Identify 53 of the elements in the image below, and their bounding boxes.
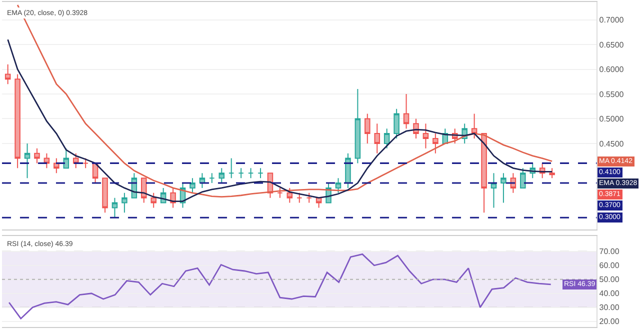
candlestick — [277, 187, 283, 198]
y-tick-label: 60.00 — [599, 261, 620, 270]
candlestick — [384, 128, 390, 149]
candlestick — [238, 168, 244, 179]
y-tick-label: 0.7000 — [599, 16, 624, 25]
y-tick-label: 70.00 — [599, 247, 620, 256]
candlestick — [286, 187, 293, 204]
candlestick — [296, 192, 302, 204]
candlestick — [82, 158, 88, 169]
candlestick — [354, 88, 361, 164]
candlestick — [258, 168, 264, 179]
candlestick — [374, 123, 380, 154]
candlestick — [54, 158, 60, 174]
candlestick — [471, 113, 478, 139]
candlestick — [4, 64, 11, 85]
y-tick-label: 0.6500 — [599, 40, 624, 50]
y-tick-label: 20.00 — [599, 317, 620, 326]
candlestick — [520, 168, 526, 188]
candlestick — [490, 172, 497, 208]
candlestick — [422, 123, 429, 149]
candlestick — [122, 192, 128, 214]
candlestick — [63, 148, 70, 169]
candlestick — [34, 148, 40, 164]
candlestick — [14, 74, 20, 169]
candlestick — [141, 178, 147, 204]
candlestick — [228, 158, 234, 179]
candlestick — [112, 197, 118, 218]
y-tick-label: 50.00 — [599, 275, 620, 284]
candlestick — [394, 108, 400, 139]
candlestick — [150, 192, 156, 208]
y-tick-label: 0.6000 — [599, 65, 624, 74]
candlestick — [248, 168, 254, 179]
candlestick — [306, 192, 312, 204]
line-series — [8, 254, 552, 320]
candlestick — [218, 168, 225, 184]
candlestick — [190, 178, 196, 194]
y-tick-label: 0.5500 — [599, 90, 624, 99]
candlestick — [102, 178, 108, 214]
y-tick-label: 0.5000 — [599, 114, 624, 124]
candlestick — [24, 142, 30, 179]
line-series — [7, 38, 553, 202]
candlestick — [432, 133, 438, 154]
y-tick-label: 30.00 — [599, 303, 620, 312]
y-tick-label: 40.00 — [599, 289, 620, 298]
candlestick — [481, 133, 487, 214]
candlestick — [209, 172, 215, 184]
candlestick — [364, 113, 370, 144]
y-tick-label: 0.4500 — [599, 139, 624, 148]
candlestick — [403, 93, 410, 130]
candlestick — [345, 152, 351, 188]
candlestick — [335, 178, 342, 194]
candlestick — [549, 168, 555, 179]
candlestick — [500, 172, 506, 204]
